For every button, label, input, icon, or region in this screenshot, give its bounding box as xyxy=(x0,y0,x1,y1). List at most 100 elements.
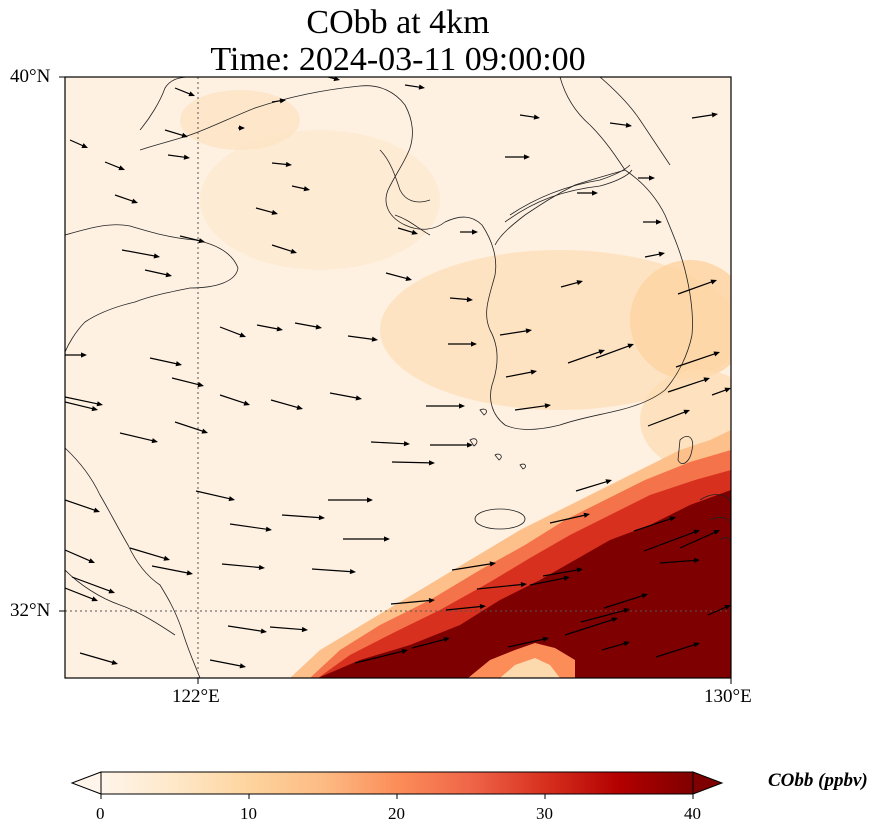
wind-arrow-shaft xyxy=(677,280,714,295)
wind-arrow-head xyxy=(151,438,158,444)
map-time: Time: 2024-03-11 09:00:00 xyxy=(210,41,586,78)
wind-arrow-shaft xyxy=(269,626,305,631)
wind-arrow-shaft xyxy=(221,563,262,569)
wind-arrow-head xyxy=(533,114,540,120)
wind-arrow-head xyxy=(623,608,630,614)
wind-arrow-head xyxy=(583,512,590,518)
wind-arrow-shaft xyxy=(256,324,280,330)
wind-arrow-head xyxy=(303,186,310,192)
wind-arrow-head xyxy=(710,279,717,285)
wind-arrow-shaft xyxy=(609,122,629,127)
wind-arrow-shaft xyxy=(507,638,546,648)
wind-arrow-shaft xyxy=(643,530,697,552)
wind-arrow-head xyxy=(623,641,630,647)
wind-arrow-head xyxy=(93,507,100,513)
wind-arrow-shaft xyxy=(445,605,483,611)
colorbar-gradient xyxy=(100,771,694,795)
wind-arrow-head xyxy=(525,328,532,334)
wind-arrow-shaft xyxy=(174,87,192,96)
wind-arrow-head xyxy=(466,296,473,303)
wind-arrow-head xyxy=(693,642,700,648)
wind-arrow-shaft xyxy=(549,514,587,524)
wind-arrow-head xyxy=(111,659,118,665)
wind-arrow-shaft xyxy=(411,638,447,649)
wind-arrow-shaft xyxy=(119,432,155,442)
wind-arrow-head xyxy=(405,275,412,281)
wind-arrow-head xyxy=(459,403,465,409)
concentration-patch xyxy=(180,90,300,150)
wind-arrow-shaft xyxy=(691,114,715,119)
wind-arrow-head xyxy=(367,497,373,503)
wind-arrow-head xyxy=(576,280,583,286)
wind-arrow-shaft xyxy=(711,388,728,396)
wind-arrow-head xyxy=(703,377,710,383)
wind-arrow-head xyxy=(563,575,570,581)
wind-arrow-shaft xyxy=(385,272,409,280)
wind-arrow-shaft xyxy=(167,154,187,159)
wind-arrow-shaft xyxy=(449,297,470,301)
wind-arrow-shaft xyxy=(514,404,548,411)
wind-arrow-head xyxy=(265,526,272,532)
wind-arrow-shaft xyxy=(69,139,85,147)
wind-arrow-head xyxy=(713,530,720,535)
wind-arrow-shaft xyxy=(179,235,202,242)
wind-arrow-shaft xyxy=(542,569,580,577)
wind-arrow-shaft xyxy=(65,396,100,405)
wind-arrow-head xyxy=(131,198,138,204)
wind-arrow-shaft xyxy=(151,565,190,574)
wind-arrow-head xyxy=(658,251,665,257)
lon-label-122E: 122°E xyxy=(172,686,220,707)
concentration-patch xyxy=(630,260,731,380)
wind-arrow-head xyxy=(188,91,195,97)
wind-arrow-head xyxy=(598,349,605,355)
wind-arrow-head xyxy=(542,636,549,642)
wind-arrow-shaft xyxy=(370,441,407,445)
wind-arrow-head xyxy=(91,406,98,412)
wind-arrow-head xyxy=(118,165,125,171)
colorbar-extend-min xyxy=(70,771,102,795)
wind-arrow-head xyxy=(479,604,486,610)
wind-arrow-head xyxy=(81,352,87,358)
wind-arrow-head xyxy=(669,516,676,522)
wind-arrow-head xyxy=(315,324,322,330)
wind-arrow-head xyxy=(656,219,662,225)
wind-arrow-head xyxy=(724,605,731,610)
colorbar-tick-label: 0 xyxy=(96,804,105,823)
wind-arrow-shaft xyxy=(149,357,179,365)
wind-arrow-shaft xyxy=(499,330,529,336)
wind-arrow-shaft xyxy=(291,185,307,190)
wind-arrow-shaft xyxy=(104,161,122,170)
wind-arrow-head xyxy=(713,351,720,357)
lat-label-32N: 32°N xyxy=(10,600,51,621)
map-title: CObb at 4km xyxy=(306,4,490,41)
wind-arrow-shaft xyxy=(667,378,707,393)
wind-arrow-shaft xyxy=(647,410,687,427)
wind-arrow-head xyxy=(520,582,527,588)
wind-arrow-shaft xyxy=(171,377,201,386)
wind-arrow-head xyxy=(243,400,250,406)
wind-arrow-shaft xyxy=(451,563,493,571)
wind-arrow-shaft xyxy=(219,326,243,337)
wind-arrow-head xyxy=(443,637,450,643)
wind-arrow-shaft xyxy=(567,350,602,364)
wind-arrow-shaft xyxy=(391,461,432,464)
wind-arrow-head xyxy=(683,409,690,415)
wind-arrow-shaft xyxy=(65,549,92,562)
wind-arrow-head xyxy=(530,369,537,375)
wind-arrow-head xyxy=(258,564,265,571)
wind-arrow-shaft xyxy=(174,421,205,433)
wind-arrow-head xyxy=(333,77,340,82)
wind-arrow-shaft xyxy=(529,577,567,586)
wind-arrow-shaft xyxy=(659,559,697,564)
wind-arrow-shaft xyxy=(114,194,135,203)
wind-arrow-shaft xyxy=(601,642,627,651)
wind-arrow-shaft xyxy=(144,269,169,276)
wind-arrow-head xyxy=(627,343,634,349)
wind-arrow-shaft xyxy=(679,531,717,549)
wind-arrow-shaft xyxy=(404,84,422,89)
wind-arrow-head xyxy=(641,593,648,599)
wind-arrow-head xyxy=(183,154,190,160)
wind-arrow-head xyxy=(524,154,530,160)
wind-arrow-shaft xyxy=(329,392,359,399)
